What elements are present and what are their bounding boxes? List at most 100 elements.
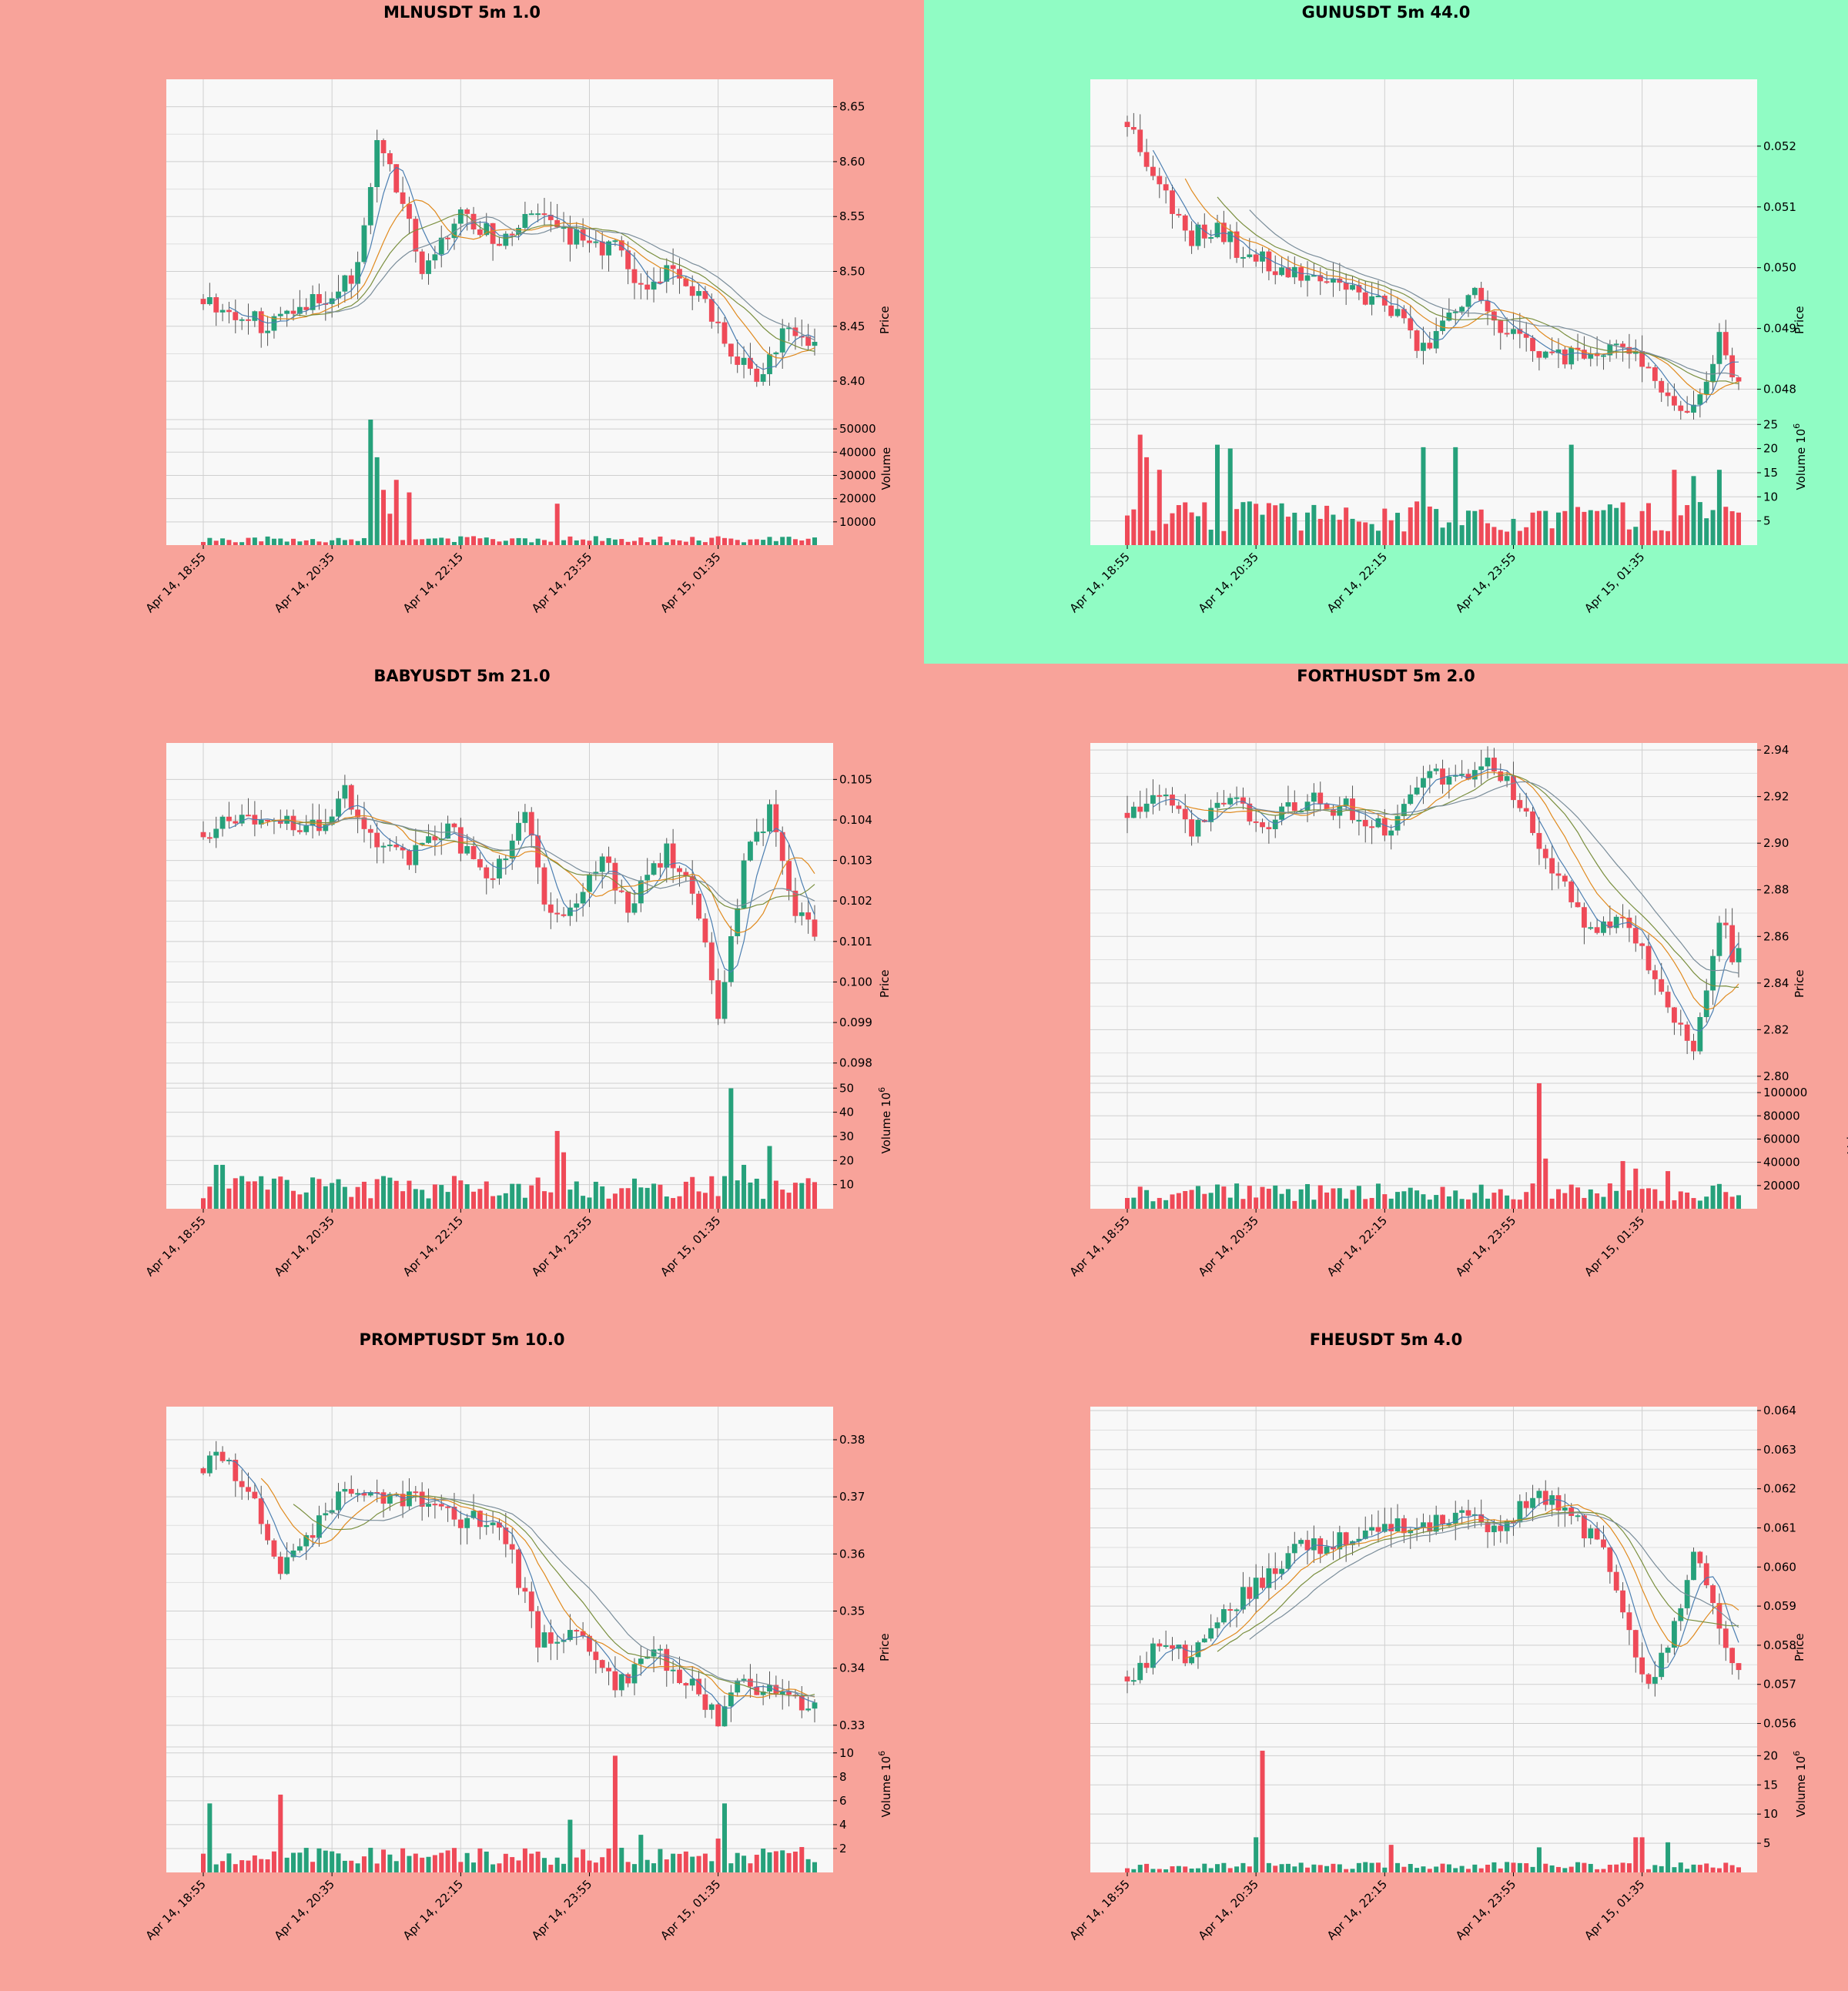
candle-body [677,868,682,872]
ma-line-long [1249,781,1739,974]
price-tick-label: 0.33 [839,1718,865,1732]
volume-bar [1157,1869,1162,1872]
candle-body [1266,827,1272,829]
candle-body [1459,774,1465,776]
volume-bars [201,1755,817,1872]
volume-bar [664,1859,669,1872]
candle-body [1536,351,1542,358]
candle-body [541,1632,547,1648]
price-tick-label: 2.82 [1763,1022,1789,1036]
candle-body [658,863,663,868]
candle-body [1253,254,1259,262]
volume-bar [1157,470,1162,545]
volume-bar [407,492,412,545]
candle-body [329,1510,335,1514]
volume-bar [1221,530,1227,545]
volume-bar [1163,1869,1169,1872]
volume-bar [361,1856,367,1872]
volume-bar [1524,527,1529,545]
volume-bar [1421,1194,1426,1209]
volume-bar [754,539,759,545]
candle-body [792,327,798,336]
volume-bar [1736,1867,1741,1872]
candle-body [1163,795,1169,797]
candle-body [786,1692,792,1695]
candle-body [1421,1522,1426,1528]
volume-bar [522,1848,527,1872]
volume-bar [638,537,644,545]
price-tick-label: 8.45 [839,320,865,333]
candle-body [1710,955,1716,991]
candle-body [1523,333,1529,338]
volume-bar [226,1188,232,1209]
candle-body [342,785,348,799]
candle-body [1471,287,1478,296]
volume-bar [702,1193,708,1209]
volume-bar [1324,505,1330,545]
volume-bar [1434,1866,1439,1872]
volume-bar [1234,509,1240,545]
volume-bar [381,1849,387,1872]
candle-body [1729,355,1736,378]
volume-tick-label: 40 [839,1106,854,1119]
price-tick-label: 0.101 [839,935,872,949]
volume-bar [374,1863,380,1872]
candle-body [748,357,753,369]
candle-body [561,227,567,229]
candle-body [677,269,682,279]
volume-bar [1607,1183,1612,1209]
volume-bar [1363,1862,1368,1872]
candle-body [1214,802,1220,808]
candle-body [1343,798,1349,807]
candle-body [219,816,226,829]
volume-bar [1465,1869,1471,1872]
volume-bar [1620,1862,1625,1872]
volume-bar [1614,507,1619,545]
volume-bar [812,537,817,545]
candle-body [419,842,425,845]
volume-bar [1408,507,1413,545]
volume-bar [1517,530,1522,545]
candle-body [798,912,805,916]
candle-body [303,1534,310,1547]
candle-body [1304,275,1311,281]
volume-bar [413,1853,418,1872]
time-tick-label: Apr 15, 01:35 [658,1877,723,1942]
candle-body [631,1664,638,1684]
candle-body [407,203,412,219]
candle-body [258,311,264,333]
candle-body [1582,907,1587,928]
price-tick-label: 2.84 [1763,976,1789,990]
candle-body [426,260,431,274]
candle-body [1465,774,1471,780]
candle-body [284,1557,290,1574]
candle-body [786,861,792,891]
candle-body [735,356,741,365]
price-tick-label: 0.063 [1763,1443,1796,1457]
candle-body [708,1704,715,1710]
volume-bar [1620,502,1625,545]
volume-bar [1440,527,1445,545]
candle-body [1523,808,1529,812]
volume-bar [1459,1866,1465,1872]
volume-bar [213,540,219,545]
volume-bar [1716,1868,1722,1872]
candlestick-chart: 0.048 0.049 0.050 0.051 0.052 5 10 15 20 25 Price V… [1067,79,1808,615]
volume-bar [271,1178,276,1209]
volume-bars [1125,1083,1741,1209]
volume-bar [1189,512,1194,545]
candle-body [1337,278,1343,283]
volume-bar [1588,510,1593,545]
volume-bar [1446,522,1451,545]
volume-bar [761,1199,766,1209]
candle-body [1530,1497,1535,1508]
candle-body [1324,281,1330,283]
volume-bar [1478,1184,1484,1209]
volume-bar [612,539,618,545]
time-tick-label: Apr 14, 18:55 [143,1877,209,1942]
candle-body [708,942,715,981]
volume-bar [271,538,276,545]
volume-bar [780,1190,785,1209]
candlestick-chart: 0.098 0.099 0.100 0.101 0.102 0.103 0.104 0.105… [143,743,893,1279]
volume-bar [1549,1198,1555,1209]
